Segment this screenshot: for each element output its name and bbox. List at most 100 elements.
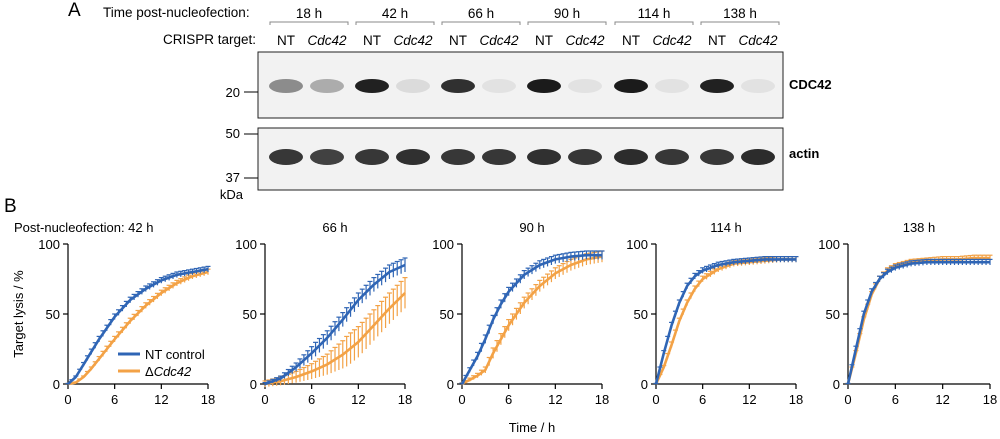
chart-title: 90 h <box>519 220 544 235</box>
blot-band <box>355 149 389 165</box>
panel-a-letter: A <box>68 0 81 21</box>
y-tick-label: 0 <box>641 377 648 392</box>
blot-band <box>396 149 430 165</box>
blot-band <box>441 149 475 165</box>
legend-delta: Δ <box>145 364 154 379</box>
lane-label-nt: NT <box>363 33 381 48</box>
timepoint-label: 138 h <box>723 6 757 21</box>
timepoint-bracket <box>700 21 780 25</box>
x-tick-label: 18 <box>398 392 412 407</box>
x-tick-label: 0 <box>261 392 268 407</box>
y-tick-label: 0 <box>833 377 840 392</box>
y-tick-label: 100 <box>818 237 840 252</box>
marker-label: 37 <box>226 170 240 185</box>
timepoint-bracket <box>355 21 435 25</box>
series-line-cdc42 <box>654 258 796 385</box>
timepoint-label: 66 h <box>468 6 494 21</box>
marker-label: 50 <box>226 126 240 141</box>
timepoint-bracket <box>527 21 607 25</box>
lane-label-cdc42: Cdc42 <box>652 33 692 48</box>
chart-title: 114 h <box>710 220 742 235</box>
timepoint-label: 42 h <box>382 6 408 21</box>
lane-label-cdc42: Cdc42 <box>738 33 778 48</box>
y-tick-label: 0 <box>447 377 454 392</box>
x-tick-label: 6 <box>111 392 118 407</box>
x-tick-label: 12 <box>742 392 756 407</box>
series-line-nt-control <box>460 253 602 385</box>
blot-cdc42 <box>257 51 784 119</box>
x-tick-label: 6 <box>699 392 706 407</box>
blot-band <box>441 79 475 93</box>
blot-band <box>614 79 648 93</box>
lane-label-cdc42: Cdc42 <box>393 33 433 48</box>
blot-band <box>355 79 389 93</box>
y-tick-label: 0 <box>250 377 257 392</box>
chart-title: 66 h <box>322 220 347 235</box>
legend-label-cdc42: ΔCdc42 <box>145 364 192 379</box>
y-tick-label: 100 <box>235 237 257 252</box>
x-axis-label: Time / h <box>509 420 555 435</box>
y-tick-label: 50 <box>826 307 840 322</box>
blot-band <box>700 79 734 93</box>
x-tick-label: 18 <box>201 392 215 407</box>
legend-label-nt-control: NT control <box>145 347 205 362</box>
lane-label-nt: NT <box>277 33 295 48</box>
blot-label-cdc42: CDC42 <box>789 77 832 92</box>
legend-gene-name: Cdc42 <box>154 364 192 379</box>
blot-band <box>568 79 602 93</box>
x-tick-label: 18 <box>789 392 803 407</box>
lane-label-nt: NT <box>449 33 467 48</box>
x-tick-label: 12 <box>351 392 365 407</box>
x-tick-label: 6 <box>892 392 899 407</box>
x-tick-label: 0 <box>652 392 659 407</box>
blot-band <box>527 79 561 93</box>
y-tick-label: 50 <box>634 307 648 322</box>
x-tick-label: 12 <box>154 392 168 407</box>
lane-label-nt: NT <box>708 33 726 48</box>
blot-band <box>568 149 602 165</box>
series-line-cdc42 <box>461 255 603 386</box>
y-tick-label: 100 <box>626 237 648 252</box>
time-post-nucleofection-label: Time post-nucleofection: <box>103 5 250 20</box>
crispr-target-label: CRISPR target: <box>163 32 257 47</box>
x-tick-label: 6 <box>505 392 512 407</box>
blot-band <box>614 149 648 165</box>
y-tick-label: 50 <box>440 307 454 322</box>
unit-label-kda: kDa <box>220 187 244 202</box>
x-tick-label: 0 <box>64 392 71 407</box>
series-line-nt-control <box>846 260 990 385</box>
y-tick-label: 50 <box>46 307 60 322</box>
x-tick-label: 18 <box>983 392 997 407</box>
blot-band <box>527 149 561 165</box>
series-line-nt-control <box>67 267 209 385</box>
timepoint-bracket <box>441 21 521 25</box>
blot-band <box>310 149 344 165</box>
timepoint-bracket <box>269 21 349 25</box>
lane-label-cdc42: Cdc42 <box>565 33 605 48</box>
series-line-cdc42 <box>264 292 406 386</box>
blot-band <box>741 79 775 93</box>
series-line-nt-control <box>654 258 796 385</box>
lane-label-nt: NT <box>535 33 553 48</box>
y-axis-label: Target lysis / % <box>11 270 26 358</box>
series-line-cdc42 <box>67 270 209 386</box>
chart-title: 138 h <box>903 220 936 235</box>
blot-band <box>269 79 303 93</box>
chart-title: Post-nucleofection: 42 h <box>14 220 153 235</box>
marker-label: 20 <box>226 85 240 100</box>
timepoint-label: 18 h <box>296 6 322 21</box>
y-tick-label: 50 <box>243 307 257 322</box>
lane-label-cdc42: Cdc42 <box>307 33 347 48</box>
x-tick-label: 12 <box>548 392 562 407</box>
blot-band <box>700 149 734 165</box>
blot-band <box>655 149 689 165</box>
blot-label-actin: actin <box>789 146 819 161</box>
panel-b-letter: B <box>4 196 17 217</box>
blot-band <box>482 149 516 165</box>
x-tick-label: 18 <box>595 392 609 407</box>
series-line-cdc42 <box>846 256 990 385</box>
blot-band <box>396 79 430 93</box>
series-line-nt-control <box>264 263 406 386</box>
timepoint-label: 114 h <box>638 6 671 21</box>
